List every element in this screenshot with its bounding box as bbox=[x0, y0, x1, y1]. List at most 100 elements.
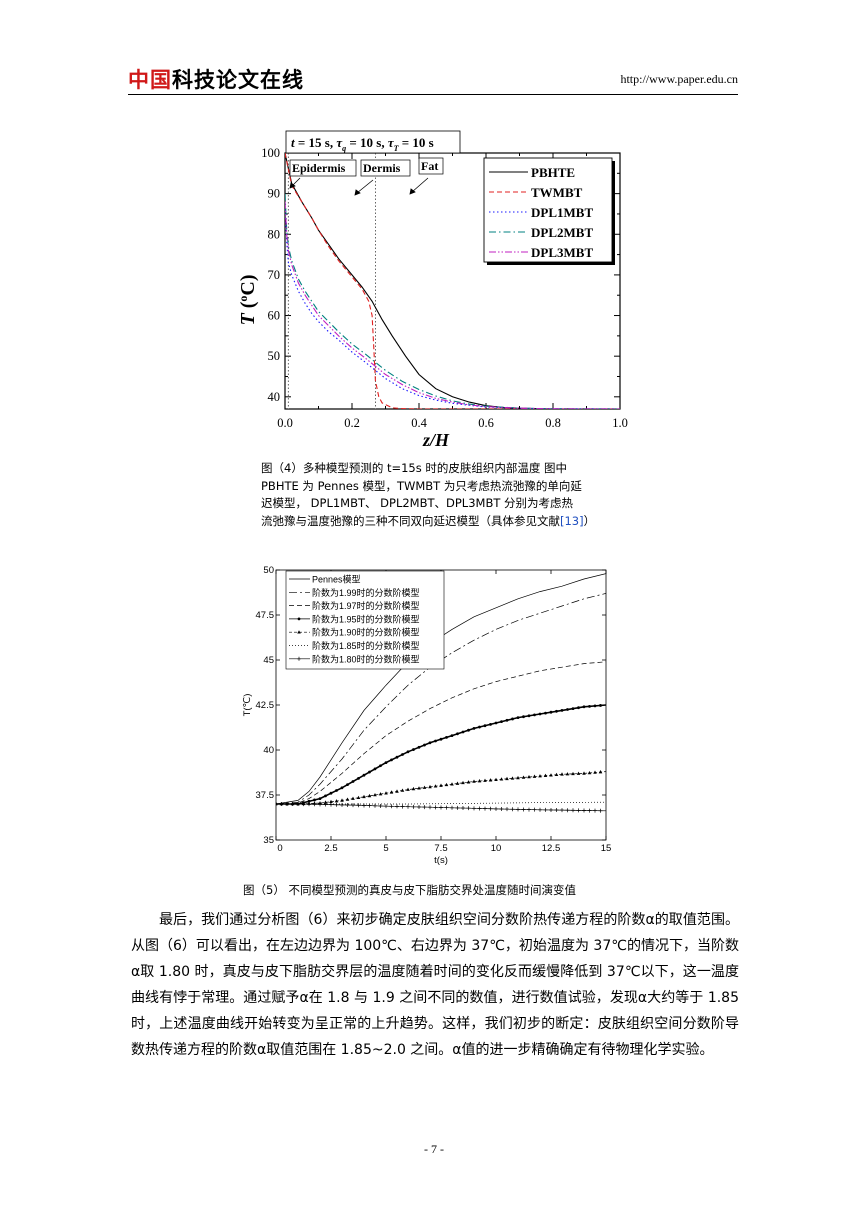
series-marker bbox=[313, 798, 316, 802]
series-marker bbox=[395, 755, 399, 759]
series-marker bbox=[433, 784, 438, 788]
series-marker bbox=[444, 782, 449, 787]
series-marker bbox=[516, 775, 520, 780]
x-tick-label: 0.6 bbox=[478, 416, 494, 430]
series-marker bbox=[455, 781, 460, 785]
x-tick-label: 0.8 bbox=[545, 416, 561, 430]
series-marker bbox=[472, 779, 476, 783]
series-marker bbox=[378, 792, 383, 796]
y-tick-label: 50 bbox=[263, 565, 274, 576]
series-marker bbox=[356, 795, 361, 799]
series-marker bbox=[373, 793, 377, 797]
series-marker bbox=[549, 710, 553, 714]
series-marker bbox=[395, 789, 399, 793]
series-marker bbox=[368, 770, 371, 774]
series-marker bbox=[560, 772, 564, 776]
series-marker bbox=[417, 745, 421, 749]
legend-label: 阶数为1.95时的分数阶模型 bbox=[312, 613, 420, 624]
series-marker bbox=[318, 797, 322, 800]
series-marker bbox=[456, 732, 459, 736]
series-marker bbox=[500, 720, 503, 724]
series-marker bbox=[527, 714, 531, 718]
series-marker bbox=[538, 712, 542, 716]
series-marker bbox=[345, 797, 350, 801]
series-marker bbox=[367, 793, 372, 798]
y-tick-label: 45 bbox=[263, 655, 274, 666]
series-marker bbox=[450, 734, 454, 737]
series-marker bbox=[362, 773, 366, 777]
series-marker bbox=[351, 796, 355, 800]
series-line-5 bbox=[276, 801, 606, 805]
params-box bbox=[285, 130, 461, 154]
series-marker bbox=[411, 786, 416, 791]
x-tick-label: 0.2 bbox=[344, 416, 360, 430]
figure-4-caption: 图（4）多种模型预测的 t=15s 时的皮肤组织内部温度 图中 PBHTE 为 … bbox=[261, 460, 661, 530]
series-marker bbox=[533, 713, 536, 717]
figure-5-chart: 0 2.5 5 7.5 10 12.5 15 35 37.5 40 42.5 45 47.5 50 Pen… bbox=[242, 565, 612, 866]
series-marker bbox=[346, 783, 349, 787]
legend-label: 阶数为1.80时的分数阶模型 bbox=[312, 653, 420, 664]
x-axis-label: t(s) bbox=[434, 855, 448, 866]
series-marker bbox=[532, 774, 537, 778]
y-axis-label: T (oC) bbox=[236, 275, 259, 326]
paragraph-text: 最后，我们通过分析图（6）来初步确定皮肤组织空间分数阶热传递方程的阶数α的取值范… bbox=[131, 912, 739, 1058]
x-tick-label: 12.5 bbox=[542, 843, 561, 854]
y-axis-label: T(℃) bbox=[242, 694, 253, 717]
region-box-dermis bbox=[360, 159, 411, 177]
figure-4-chart: 0.0 0.2 0.4 0.6 0.8 1.0 40 50 60 70 80 90 100 t = 15… bbox=[236, 130, 628, 450]
series-marker bbox=[351, 780, 355, 783]
y-tick-label: 37.5 bbox=[256, 790, 275, 801]
series-marker bbox=[582, 771, 586, 775]
series-marker bbox=[560, 709, 564, 712]
logo-black-text: 科技论文在线 bbox=[172, 68, 304, 92]
y-tick-label: 40 bbox=[268, 390, 281, 404]
caption-line: 图（4）多种模型预测的 t=15s 时的皮肤组织内部温度 图中 bbox=[261, 461, 568, 475]
legend-label: DPL1MBT bbox=[531, 205, 593, 220]
x-tick-label: 0 bbox=[277, 843, 282, 854]
series-marker bbox=[439, 737, 443, 741]
y-tick-label: 47.5 bbox=[256, 610, 275, 621]
series-marker bbox=[565, 772, 570, 776]
series-marker bbox=[379, 764, 382, 768]
series-marker bbox=[472, 727, 476, 730]
y-tick-label: 90 bbox=[268, 187, 281, 201]
y-tick-label: 42.5 bbox=[256, 700, 275, 711]
page-number: - 7 - bbox=[424, 1142, 444, 1156]
legend-label: Pennes模型 bbox=[312, 575, 361, 585]
y-tick-label: 35 bbox=[263, 835, 274, 846]
series-marker bbox=[510, 776, 515, 780]
x-tick-label: 15 bbox=[601, 843, 612, 854]
legend-marker bbox=[297, 617, 301, 621]
series-marker bbox=[389, 790, 394, 794]
page-header: 中国科技论文在线 http://www.paper.edu.cn bbox=[128, 62, 738, 95]
y-tick-label: 80 bbox=[268, 227, 281, 241]
series-marker bbox=[329, 799, 333, 804]
series-marker bbox=[417, 786, 421, 790]
y-tick-label: 100 bbox=[261, 146, 280, 160]
citation-link[interactable]: [13] bbox=[560, 513, 584, 528]
series-line-2 bbox=[276, 661, 606, 805]
x-tick-label: 7.5 bbox=[434, 843, 447, 854]
series-marker bbox=[478, 725, 481, 729]
series-marker bbox=[505, 776, 509, 781]
x-tick-label: 0.0 bbox=[277, 416, 293, 430]
series-marker bbox=[576, 771, 581, 775]
series-marker bbox=[549, 773, 553, 777]
legend-box bbox=[483, 157, 613, 263]
x-tick-label: 1.0 bbox=[612, 416, 628, 430]
series-marker bbox=[445, 736, 448, 739]
legend-label: 阶数为1.99时的分数阶模型 bbox=[312, 587, 420, 598]
series-marker bbox=[483, 724, 487, 728]
header-url[interactable]: http://www.paper.edu.cn bbox=[620, 72, 738, 86]
legend-label: DPL3MBT bbox=[531, 245, 593, 260]
series-marker bbox=[334, 799, 339, 803]
series-marker bbox=[599, 704, 602, 707]
legend-box bbox=[285, 570, 445, 670]
series-marker bbox=[571, 707, 575, 710]
series-marker bbox=[390, 758, 393, 762]
logo-red-text: 中国 bbox=[128, 68, 172, 92]
series-marker bbox=[324, 794, 327, 798]
series-marker bbox=[527, 775, 531, 779]
series-marker bbox=[439, 783, 443, 787]
series-marker bbox=[593, 770, 597, 774]
